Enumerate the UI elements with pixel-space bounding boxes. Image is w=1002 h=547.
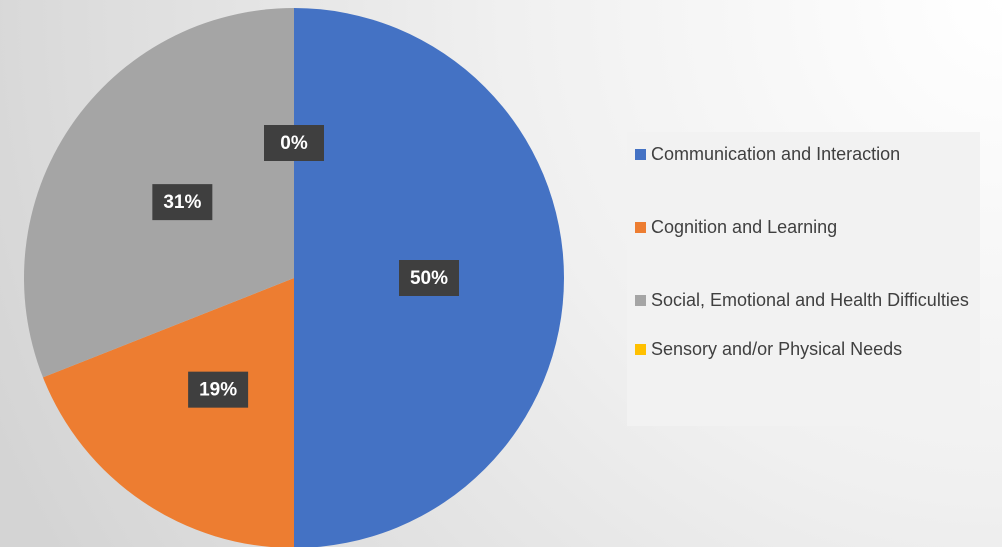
legend-label: Communication and Interaction: [651, 144, 901, 164]
legend-label: Sensory and/or Physical Needs: [651, 339, 903, 359]
legend-swatch: [635, 295, 646, 306]
legend-item: Social, Emotional and Health Difficultie…: [635, 288, 972, 313]
legend-swatch: [635, 344, 646, 355]
data-label: 0%: [280, 133, 308, 154]
pie-slice: [42, 278, 294, 547]
legend-item: Cognition and Learning: [635, 215, 972, 240]
data-label-box: [399, 260, 459, 296]
legend-item: Sensory and/or Physical Needs: [635, 337, 972, 362]
data-label-box: [264, 125, 324, 161]
legend: Communication and Interaction Cognition a…: [627, 132, 980, 426]
legend-swatch: [635, 149, 646, 160]
data-label-box: [152, 184, 213, 221]
legend-label: Cognition and Learning: [651, 217, 838, 237]
legend-swatch: [635, 222, 646, 233]
data-label: 31%: [163, 192, 201, 213]
data-label: 19%: [199, 380, 237, 401]
data-label: 50%: [410, 268, 448, 289]
legend-item: Communication and Interaction: [635, 142, 972, 167]
data-label-box: [188, 371, 249, 408]
legend-label: Social, Emotional and Health Difficultie…: [651, 290, 969, 310]
